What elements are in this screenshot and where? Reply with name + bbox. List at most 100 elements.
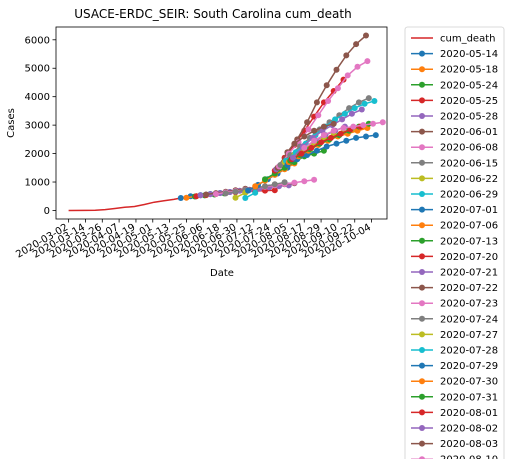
data-point xyxy=(308,144,315,151)
legend-swatch-marker xyxy=(419,66,425,73)
legend-label: 2020-07-24 xyxy=(440,314,498,325)
data-point xyxy=(358,106,365,113)
legend-entry: 2020-07-29 xyxy=(411,361,498,372)
legend-label: 2020-05-25 xyxy=(440,96,498,107)
data-point xyxy=(301,178,308,185)
data-point xyxy=(290,154,296,161)
legend-label: 2020-06-01 xyxy=(440,127,498,138)
data-point xyxy=(197,192,204,199)
y-tick-label: 5000 xyxy=(25,64,50,75)
legend-entry: 2020-07-31 xyxy=(411,392,498,403)
data-point xyxy=(315,112,322,119)
legend-entry: 2020-05-14 xyxy=(411,49,498,60)
legend-swatch-marker xyxy=(419,269,425,275)
data-point xyxy=(305,126,312,133)
data-point xyxy=(291,140,298,147)
legend-entry: 2020-07-22 xyxy=(411,283,498,294)
data-point xyxy=(301,144,308,151)
legend-entry: 2020-07-27 xyxy=(411,330,498,341)
legend-swatch-marker xyxy=(419,237,425,244)
legend-label: 2020-07-20 xyxy=(440,252,498,263)
data-point xyxy=(330,127,337,134)
legend-swatch-marker xyxy=(419,440,425,447)
legend-entry: 2020-06-08 xyxy=(411,143,498,154)
legend-swatch-marker xyxy=(419,159,425,166)
legend-label: 2020-07-28 xyxy=(440,346,498,357)
legend-swatch-marker xyxy=(419,456,425,459)
data-point xyxy=(372,132,379,139)
legend-swatch-marker xyxy=(419,128,425,135)
legend-entry: 2020-07-06 xyxy=(411,221,498,232)
legend: cum_death 2020-05-14 2020-05-18 2020-05-24 2… xyxy=(404,26,505,459)
legend-entry: 2020-08-03 xyxy=(411,439,498,450)
legend-entry: cum_death xyxy=(411,34,495,45)
legend-entry: 2020-08-02 xyxy=(411,424,498,435)
legend-swatch-marker xyxy=(419,50,425,57)
legend-label: cum_death xyxy=(440,34,495,45)
legend-label: 2020-07-30 xyxy=(440,377,498,388)
data-point xyxy=(311,127,318,134)
legend-label: 2020-06-08 xyxy=(440,143,498,154)
data-point xyxy=(323,143,330,150)
legend-swatch-marker xyxy=(419,331,425,338)
data-point xyxy=(370,120,376,127)
data-point xyxy=(203,191,210,198)
legend-swatch-marker xyxy=(419,393,425,400)
legend-swatch-marker xyxy=(419,347,425,353)
legend-entry: 2020-08-01 xyxy=(411,408,498,419)
data-point xyxy=(222,190,229,197)
series-line xyxy=(278,60,368,167)
data-point xyxy=(252,189,259,196)
data-point xyxy=(339,116,346,123)
y-axis-title: Cases xyxy=(6,108,17,138)
series-line xyxy=(276,34,367,169)
data-point xyxy=(344,72,351,79)
y-tick-label: 1000 xyxy=(25,178,50,189)
legend-label: 2020-05-24 xyxy=(440,80,498,91)
data-point xyxy=(343,137,350,144)
y-tick-label: 2000 xyxy=(25,149,50,160)
data-point xyxy=(353,41,360,48)
data-point xyxy=(337,130,344,137)
data-point xyxy=(363,32,369,39)
data-point xyxy=(298,150,305,157)
data-point xyxy=(365,95,372,102)
data-point xyxy=(245,187,252,194)
legend-entry: 2020-07-01 xyxy=(411,205,498,216)
legend-label: 2020-07-22 xyxy=(440,283,498,294)
legend-entry: 2020-05-18 xyxy=(411,65,498,76)
data-point xyxy=(371,98,378,104)
legend-label: 2020-05-18 xyxy=(440,65,498,76)
x-axis: 2020-03-022020-03-142020-03-262020-04-07… xyxy=(14,219,373,261)
legend-swatch-marker xyxy=(419,144,425,151)
data-point xyxy=(311,176,318,183)
legend-entry: 2020-07-23 xyxy=(411,299,498,310)
data-point xyxy=(351,105,358,112)
legend-label: 2020-08-10 xyxy=(440,455,498,459)
legend-entry: 2020-07-13 xyxy=(411,236,498,247)
y-tick-label: 0 xyxy=(44,206,50,217)
legend-label: 2020-08-03 xyxy=(440,439,498,450)
data-point xyxy=(348,110,355,117)
data-point xyxy=(360,122,367,129)
legend-label: 2020-08-02 xyxy=(440,424,498,435)
data-point xyxy=(304,119,311,126)
legend-label: 2020-06-15 xyxy=(440,158,498,169)
y-tick-label: 4000 xyxy=(25,92,50,103)
data-point xyxy=(354,63,361,70)
legend-entry: 2020-05-25 xyxy=(411,96,498,107)
legend-swatch-marker xyxy=(419,315,425,322)
data-point xyxy=(281,179,288,186)
legend-label: 2020-08-01 xyxy=(440,408,498,419)
legend-label: 2020-07-06 xyxy=(440,221,498,232)
data-point xyxy=(271,181,278,188)
data-point xyxy=(232,188,239,195)
legend-swatch-marker xyxy=(419,300,425,307)
legend-entry: 2020-06-29 xyxy=(411,190,498,201)
data-point xyxy=(271,187,278,194)
legend-entry: 2020-05-24 xyxy=(411,80,498,91)
data-point xyxy=(232,194,239,201)
legend-swatch-marker xyxy=(419,191,425,197)
data-point xyxy=(379,119,386,126)
